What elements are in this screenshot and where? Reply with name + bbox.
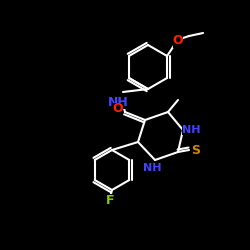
Text: F: F — [106, 194, 114, 206]
Text: NH: NH — [108, 96, 128, 108]
Text: S: S — [192, 144, 200, 156]
Text: NH: NH — [143, 163, 161, 173]
Text: O: O — [173, 34, 183, 48]
Text: O: O — [113, 102, 123, 116]
Text: NH: NH — [182, 125, 200, 135]
